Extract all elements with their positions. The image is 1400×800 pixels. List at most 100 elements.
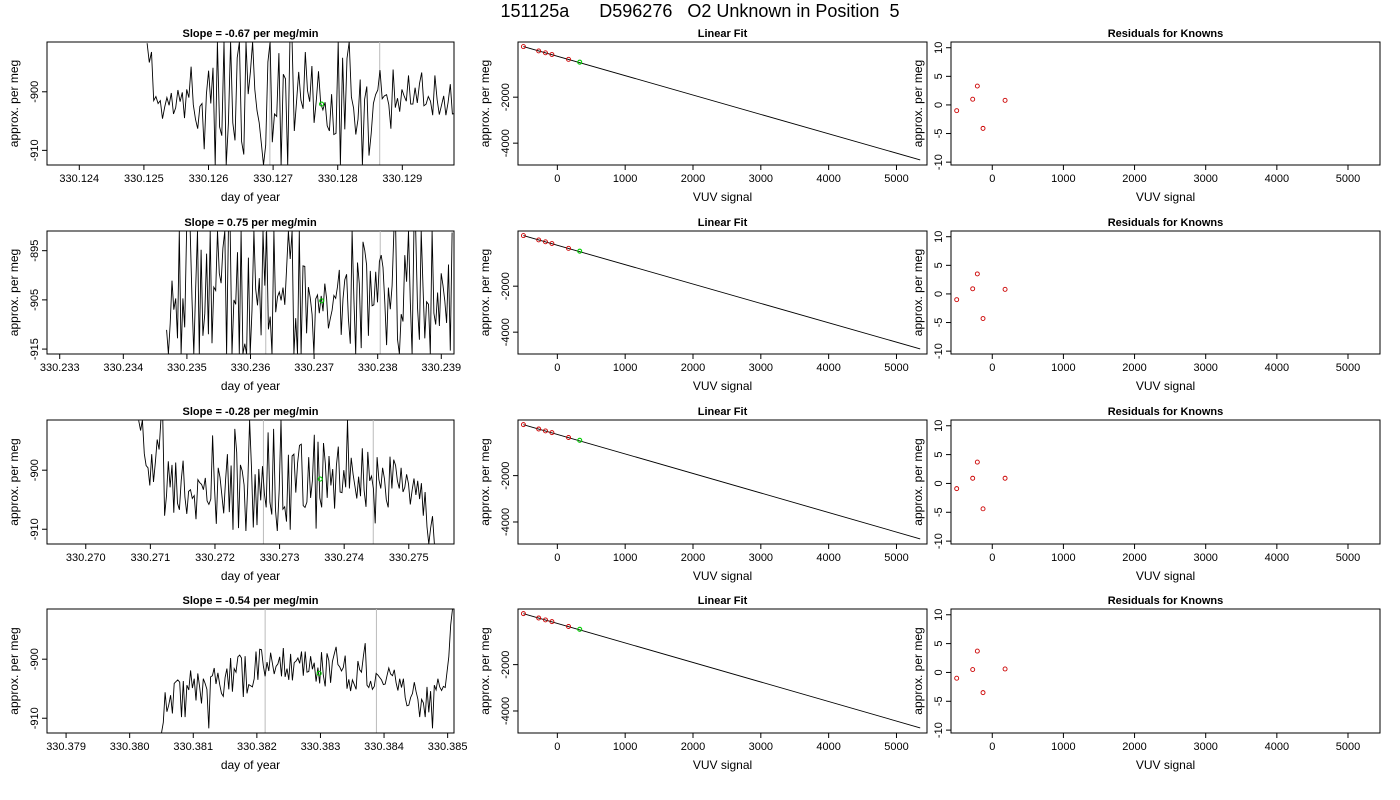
x-tick-label: 0 xyxy=(989,362,995,374)
known-point xyxy=(1002,286,1008,292)
panel-title: Slope = -0.28 per meg/min xyxy=(182,406,318,418)
x-tick-label: 330.273 xyxy=(260,552,300,564)
y-axis-label: approx. per meg xyxy=(7,627,21,714)
x-axis-label: day of year xyxy=(221,379,280,393)
x-tick-label: 330.272 xyxy=(195,552,235,564)
plot-area xyxy=(146,42,454,165)
x-axis-label: day of year xyxy=(221,190,280,204)
known-point xyxy=(520,233,526,239)
series-line xyxy=(138,420,435,544)
fit-line xyxy=(523,46,921,161)
y-tick-label: -10 xyxy=(933,533,945,549)
panel-title: Residuals for Knowns xyxy=(1108,406,1224,418)
x-tick-label: 5000 xyxy=(884,741,908,753)
plot-area xyxy=(138,420,435,544)
y-tick-label: -5 xyxy=(933,696,945,706)
x-tick-label: 3000 xyxy=(749,552,773,564)
panel-2-1: Slope = 0.75 per meg/min 330.233 330.234 33… xyxy=(7,217,461,393)
y-tick-label: -10 xyxy=(933,154,945,170)
panel-2-3: Residuals for Knowns 0 1000 2000 3000 4000 500… xyxy=(911,217,1381,393)
x-tick-label: 330.379 xyxy=(46,741,86,753)
y-tick-label: 10 xyxy=(933,231,945,243)
plot-area xyxy=(954,271,1008,321)
known-point xyxy=(980,316,986,321)
y-tick-label: -2000 xyxy=(500,651,512,679)
known-point xyxy=(536,615,542,621)
y-tick-label: 0 xyxy=(933,291,945,297)
y-tick-label: -910 xyxy=(29,139,41,161)
unknown-point xyxy=(319,298,325,304)
plot-frame xyxy=(950,419,1381,545)
x-axis-label: day of year xyxy=(221,758,280,772)
x-tick-label: 330.129 xyxy=(382,173,422,185)
x-tick-label: 5000 xyxy=(884,362,908,374)
unknown-point xyxy=(577,626,583,632)
x-tick-label: 4000 xyxy=(816,741,840,753)
known-point xyxy=(980,506,986,512)
y-tick-label: -895 xyxy=(29,240,41,262)
x-tick-label: 5000 xyxy=(884,173,908,185)
panel-title: Slope = 0.75 per meg/min xyxy=(184,217,317,229)
known-point xyxy=(970,96,976,102)
y-tick-label: -2000 xyxy=(500,83,512,111)
x-tick-label: 330.380 xyxy=(110,741,150,753)
y-axis-label: approx. per meg xyxy=(7,60,21,147)
x-tick-label: 330.125 xyxy=(124,173,164,185)
series-line xyxy=(146,42,454,165)
known-point xyxy=(543,617,548,623)
x-tick-label: 330.237 xyxy=(294,362,334,374)
y-tick-label: 0 xyxy=(933,102,945,108)
x-tick-label: 330.270 xyxy=(66,552,106,564)
y-tick-label: 5 xyxy=(933,452,945,458)
unknown-point xyxy=(577,248,583,254)
x-tick-label: 0 xyxy=(989,173,995,185)
unknown-point xyxy=(317,476,323,482)
known-point xyxy=(520,611,526,617)
y-axis-label: approx. per meg xyxy=(478,627,492,714)
panel-2-2: Linear Fit 0 1000 2000 3000 4000 5000 -4000 -200… xyxy=(478,217,928,393)
x-tick-label: 330.274 xyxy=(324,552,364,564)
x-tick-label: 0 xyxy=(989,552,995,564)
x-tick-label: 3000 xyxy=(749,741,773,753)
x-tick-label: 330.128 xyxy=(318,173,358,185)
x-tick-label: 1000 xyxy=(1051,362,1075,374)
panel-4-3: Residuals for Knowns 0 1000 2000 3000 4000 500… xyxy=(911,595,1381,772)
y-axis-label: approx. per meg xyxy=(911,249,925,336)
panel-title: Residuals for Knowns xyxy=(1108,217,1224,229)
x-tick-label: 330.385 xyxy=(428,741,468,753)
x-tick-label: 1000 xyxy=(1051,552,1075,564)
known-point xyxy=(566,435,571,440)
series-line xyxy=(166,231,453,354)
known-point xyxy=(954,297,960,303)
fit-line xyxy=(523,613,921,729)
x-tick-label: 3000 xyxy=(1193,173,1217,185)
panel-3-3: Residuals for Knowns 0 1000 2000 3000 4000 500… xyxy=(911,406,1381,583)
y-tick-label: 0 xyxy=(933,480,945,486)
known-point xyxy=(536,426,542,432)
x-tick-label: 330.127 xyxy=(253,173,293,185)
y-axis-label: approx. per meg xyxy=(911,627,925,714)
y-tick-label: -910 xyxy=(29,518,41,540)
known-point xyxy=(974,459,980,465)
x-tick-label: 4000 xyxy=(816,362,840,374)
plot-area xyxy=(520,233,921,350)
x-tick-label: 330.384 xyxy=(364,741,404,753)
x-tick-label: 330.235 xyxy=(167,362,207,374)
known-point xyxy=(549,52,555,57)
known-point xyxy=(980,125,986,131)
x-tick-label: 1000 xyxy=(1051,741,1075,753)
plot-frame xyxy=(46,41,455,166)
unknown-point xyxy=(316,670,322,676)
x-axis-label: VUV signal xyxy=(693,758,752,772)
known-point xyxy=(1002,97,1008,103)
x-tick-label: 330.124 xyxy=(59,173,99,185)
known-point xyxy=(954,108,960,114)
known-point xyxy=(974,83,980,89)
x-tick-label: 2000 xyxy=(1122,552,1146,564)
x-tick-label: 330.381 xyxy=(173,741,213,753)
panel-1-3: Residuals for Knowns 0 1000 2000 3000 4000 500… xyxy=(911,28,1381,204)
y-axis-label: approx. per meg xyxy=(478,438,492,525)
y-tick-label: -2000 xyxy=(500,272,512,300)
known-point xyxy=(566,56,571,62)
y-tick-label: -4000 xyxy=(500,508,512,536)
